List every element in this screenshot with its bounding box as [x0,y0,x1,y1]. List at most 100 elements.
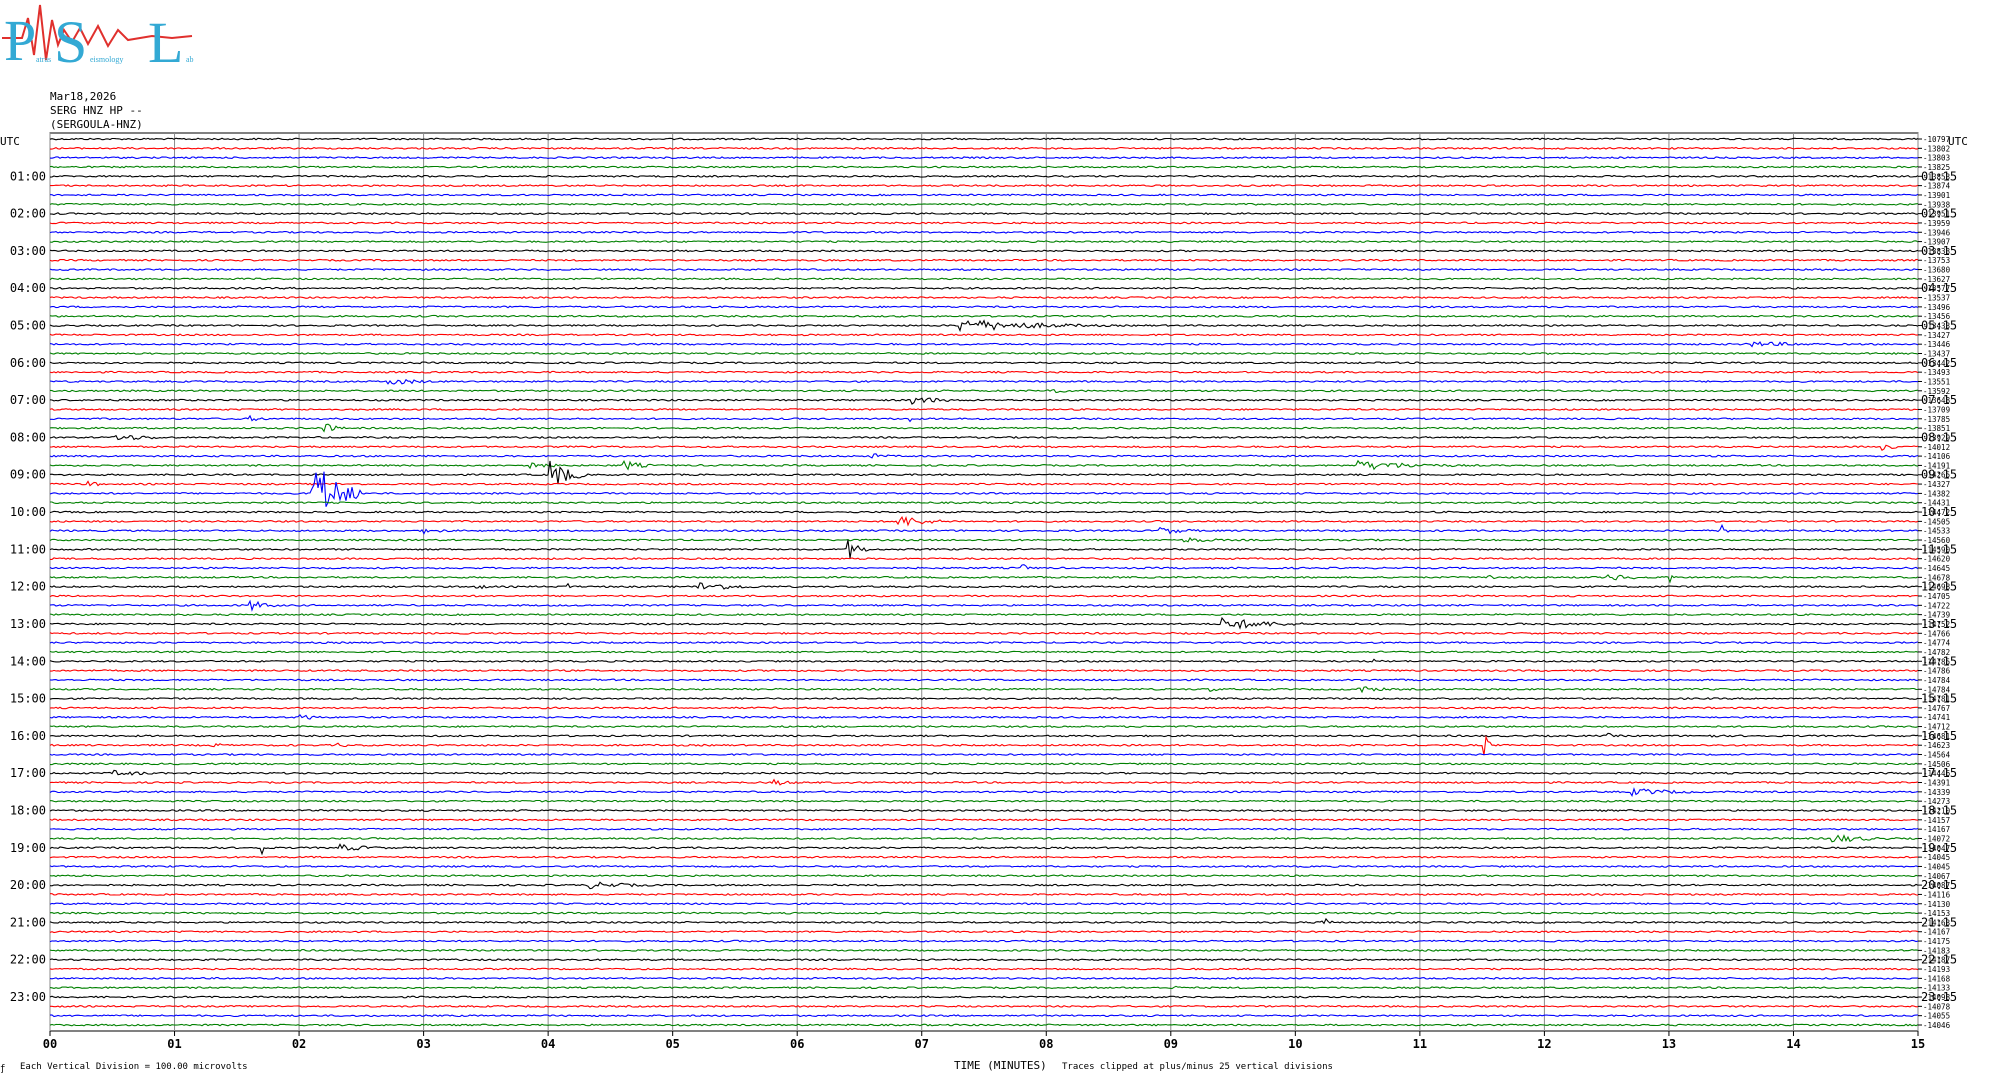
row-offset-label: -14722 [1923,601,1950,610]
trace-row [50,193,1919,197]
trace-row [49,1014,1919,1018]
trace-row [49,314,1918,318]
trace-row [50,669,1919,673]
trace-row [49,616,1919,630]
trace-row [49,843,1919,856]
row-offset-label: -14106 [1923,452,1951,461]
left-hour-label: 20:00 [10,878,46,892]
row-offset-label: -14098 [1923,993,1951,1002]
row-offset-label: -14781 [1923,695,1950,704]
x-tick-label: 02 [292,1037,306,1051]
trace-row [49,510,1919,514]
row-offset-label: -13456 [1923,312,1951,321]
row-offset-label: -14339 [1923,788,1950,797]
row-offset-label: -14382 [1923,489,1950,498]
grid-lines [49,132,1919,1036]
row-offset-label: -13493 [1923,368,1950,377]
row-offset-label: -14681 [1923,732,1950,741]
trace-row [49,453,1919,459]
right-time-label: 03:15 [1921,244,1957,258]
trace-row [50,893,1919,896]
right-time-label: 02:15 [1921,207,1957,221]
trace-row [49,397,1919,405]
trace-row [49,459,1919,471]
row-offset-label: -14785 [1923,657,1950,666]
row-offset-label: -13929 [1923,433,1950,442]
trace-row [49,787,1919,798]
row-offset-label: -14210 [1923,806,1951,815]
row-offset-label: -13709 [1923,405,1950,414]
trace-row [49,564,1919,570]
row-offset-label: -14712 [1923,723,1950,732]
trace-row [49,423,1919,433]
left-hour-label: 22:00 [10,953,46,967]
trace-row [49,515,1919,527]
x-tick-label: 14 [1786,1037,1800,1051]
utc-right-title: UTC [1948,135,1968,148]
right-time-label: 12:15 [1921,580,1957,594]
left-hour-label: 03:00 [10,244,46,258]
trace-row [49,341,1919,348]
row-offset-label: -14705 [1923,592,1950,601]
logo-word-ab: ab [186,55,194,64]
row-offset-label: -14623 [1923,741,1950,750]
left-hour-label: 05:00 [10,319,46,333]
trace-row [49,277,1919,281]
trace-row [49,930,1919,934]
right-time-label: 04:15 [1921,281,1957,295]
row-offset-label: -14046 [1923,1021,1951,1030]
row-offset-label: -14698 [1923,583,1951,592]
trace-row [49,240,1919,244]
row-offset-label: -14045 [1923,853,1950,862]
row-offset-label: -13802 [1923,144,1950,153]
right-time-label: 09:15 [1921,468,1957,482]
row-offset-label: -13437 [1923,350,1950,359]
row-offset-label: -13496 [1923,303,1951,312]
row-offset-label: -13951 [1923,210,1950,219]
trace-row [49,480,1919,487]
trace-row [49,613,1919,617]
row-offset-label: -13592 [1923,387,1950,396]
left-hour-label: 16:00 [10,729,46,743]
trace-row [50,501,1919,505]
x-tick-label: 15 [1911,1037,1925,1051]
row-offset-label: -13853 [1923,172,1950,181]
trace-row [49,296,1919,299]
row-offset-label: -14168 [1923,974,1951,983]
row-offset-label: -14784 [1923,685,1951,694]
trace-row [49,408,1919,411]
row-offset-label: -13442 [1923,359,1950,368]
right-time-label: 06:15 [1921,356,1957,370]
left-hour-label: 15:00 [10,692,46,706]
row-offset-label: -14391 [1923,779,1950,788]
trace-row [49,967,1919,971]
row-offset-label: -14187 [1923,956,1950,965]
trace-row [49,714,1919,720]
trace-row [49,658,1919,663]
trace-row [49,268,1918,272]
trace-row [50,799,1919,803]
time-labels: -10797-13802-13803-13825-13853-13874-139… [10,135,1957,1030]
trace-row [49,1023,1919,1027]
trace-row [50,286,1919,290]
row-offset-label: -14767 [1923,704,1950,713]
row-offset-label: -14067 [1923,872,1950,881]
trace-row [49,881,1919,890]
row-offset-label: -14782 [1923,648,1950,657]
trace-row [49,333,1919,337]
trace-row [49,874,1919,878]
row-offset-label: -14560 [1923,536,1951,545]
x-tick-label: 11 [1413,1037,1427,1051]
x-tick-label: 09 [1164,1037,1178,1051]
left-hour-label: 06:00 [10,356,46,370]
trace-row [49,388,1919,394]
footer-scale-note: Each Vertical Division = 100.00 microvol… [20,1062,248,1072]
row-offset-label: -13627 [1923,275,1950,284]
row-offset-label: -14133 [1923,984,1950,993]
x-tick-label: 10 [1288,1037,1302,1051]
left-hour-label: 23:00 [10,990,46,1004]
row-offset-label: -13938 [1923,200,1951,209]
plot-frame [49,132,1919,1032]
trace-row [49,818,1919,822]
trace-row [49,958,1919,962]
